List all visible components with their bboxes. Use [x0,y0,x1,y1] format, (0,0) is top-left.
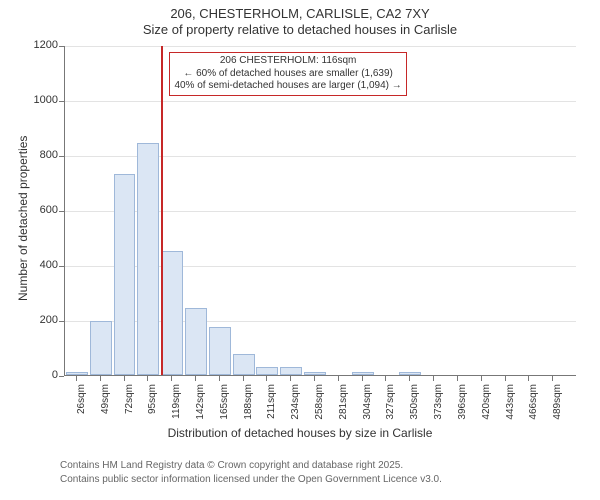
footer-line2: Contains public sector information licen… [60,474,442,485]
x-tick [147,376,148,381]
y-tick-label: 800 [22,149,58,161]
y-tick [59,101,64,102]
histogram-bar [280,367,302,375]
x-tick-label: 234sqm [290,384,301,434]
x-tick-label: 304sqm [362,384,373,434]
x-tick [433,376,434,381]
histogram-bar [304,372,326,375]
y-tick [59,321,64,322]
x-tick-label: 396sqm [457,384,468,434]
x-tick-label: 420sqm [481,384,492,434]
histogram-bar [161,251,183,375]
histogram-bar [114,174,136,375]
x-tick-label: 489sqm [552,384,563,434]
x-tick-label: 49sqm [100,384,111,434]
x-tick [457,376,458,381]
y-tick [59,46,64,47]
x-tick [505,376,506,381]
x-tick [552,376,553,381]
x-tick [528,376,529,381]
x-tick [171,376,172,381]
y-tick [59,376,64,377]
annotation-line: ← 60% of detached houses are smaller (1,… [174,68,401,81]
x-tick-label: 258sqm [314,384,325,434]
x-tick [385,376,386,381]
x-tick [219,376,220,381]
x-tick [481,376,482,381]
x-tick-label: 142sqm [195,384,206,434]
x-tick-label: 350sqm [409,384,420,434]
x-tick-label: 119sqm [171,384,182,434]
x-tick [243,376,244,381]
x-tick-label: 26sqm [76,384,87,434]
x-tick [76,376,77,381]
x-tick [290,376,291,381]
histogram-bar [66,372,88,375]
x-tick-label: 188sqm [243,384,254,434]
chart-title-line2: Size of property relative to detached ho… [0,22,600,37]
y-tick-label: 200 [22,314,58,326]
histogram-bar [352,372,374,375]
x-tick-label: 327sqm [385,384,396,434]
x-tick-label: 443sqm [505,384,516,434]
histogram-bar [137,143,159,375]
x-tick [100,376,101,381]
histogram-bar [90,321,112,375]
x-tick-label: 373sqm [433,384,444,434]
annotation-line: 40% of semi-detached houses are larger (… [174,80,401,93]
reference-line [161,46,163,375]
y-tick-label: 1200 [22,39,58,51]
annotation-box: 206 CHESTERHOLM: 116sqm← 60% of detached… [169,52,406,96]
x-tick-label: 466sqm [528,384,539,434]
plot-area: 206 CHESTERHOLM: 116sqm← 60% of detached… [64,46,576,376]
chart-title-line1: 206, CHESTERHOLM, CARLISLE, CA2 7XY [0,6,600,21]
histogram-bar [209,327,231,375]
x-tick [338,376,339,381]
histogram-bar [185,308,207,375]
x-tick [124,376,125,381]
x-tick [266,376,267,381]
x-tick-label: 281sqm [338,384,349,434]
x-tick [195,376,196,381]
y-tick [59,211,64,212]
annotation-line: 206 CHESTERHOLM: 116sqm [174,55,401,68]
footer-line1: Contains HM Land Registry data © Crown c… [60,460,403,471]
x-tick-label: 95sqm [147,384,158,434]
y-tick-label: 1000 [22,94,58,106]
histogram-bar [256,367,278,375]
histogram-bar [233,354,255,375]
y-tick-label: 400 [22,259,58,271]
x-tick [409,376,410,381]
histogram-bar [399,372,421,375]
y-tick-label: 0 [22,369,58,381]
y-tick-label: 600 [22,204,58,216]
x-tick [314,376,315,381]
x-tick [362,376,363,381]
x-tick-label: 165sqm [219,384,230,434]
y-tick [59,266,64,267]
x-tick-label: 211sqm [266,384,277,434]
gridline [65,46,576,47]
gridline [65,101,576,102]
y-tick [59,156,64,157]
x-tick-label: 72sqm [124,384,135,434]
chart-container: 206, CHESTERHOLM, CARLISLE, CA2 7XY Size… [0,0,600,500]
